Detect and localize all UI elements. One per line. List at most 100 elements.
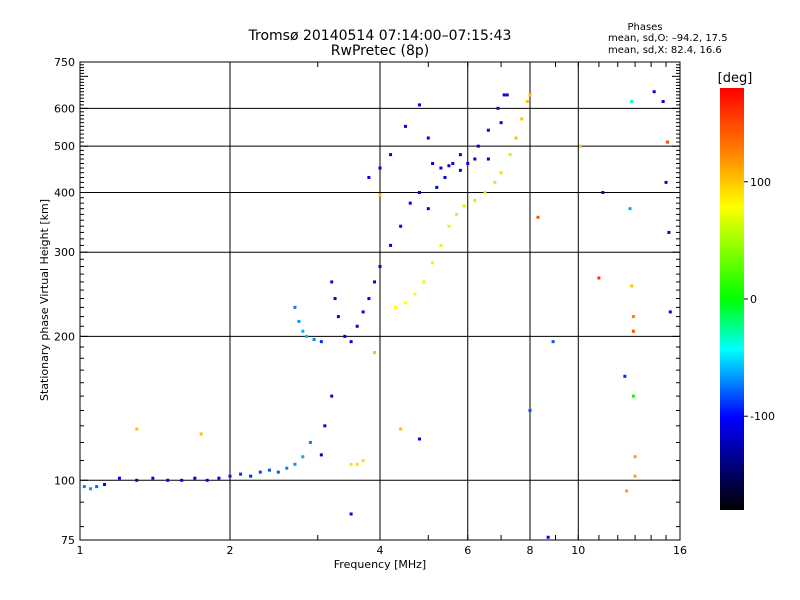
data-point	[630, 100, 634, 104]
x-tick-label: 1	[77, 544, 84, 557]
data-point	[486, 128, 490, 132]
data-point	[458, 153, 462, 157]
data-point	[508, 153, 512, 157]
data-point	[323, 424, 327, 428]
data-point	[205, 478, 209, 482]
data-point	[319, 340, 323, 344]
data-point	[312, 338, 316, 342]
data-point	[349, 512, 353, 516]
data-point	[652, 90, 656, 94]
phase-title: Phases	[627, 22, 662, 33]
data-point	[458, 168, 462, 172]
data-point	[417, 103, 421, 107]
data-point	[301, 329, 305, 333]
data-point	[514, 136, 518, 140]
chart-subtitle: RwPretec (8p)	[331, 43, 429, 59]
y-tick-label: 300	[54, 246, 75, 259]
x-tick-label: 6	[464, 544, 471, 557]
data-point	[336, 315, 340, 319]
data-point	[349, 340, 353, 344]
data-point	[399, 224, 403, 228]
phase-line-o: mean, sd,O: –94.2, 17.5	[608, 33, 728, 44]
data-point	[447, 224, 451, 228]
data-point	[483, 190, 487, 194]
data-point	[601, 190, 605, 194]
data-point	[417, 437, 421, 441]
x-tick-label: 8	[527, 544, 534, 557]
data-point	[417, 190, 421, 194]
data-point	[625, 489, 629, 493]
data-point	[228, 474, 232, 478]
data-point	[623, 374, 627, 378]
data-point	[536, 215, 540, 219]
data-point	[95, 485, 99, 489]
data-point	[319, 453, 323, 457]
data-point	[633, 455, 637, 459]
data-point	[367, 297, 371, 301]
chart-title: Tromsø 20140514 07:14:00–07:15:43	[248, 28, 512, 44]
data-point	[633, 474, 637, 478]
data-point	[258, 470, 262, 474]
data-point	[431, 161, 435, 165]
data-point	[422, 280, 426, 284]
data-point	[435, 185, 439, 189]
data-point	[664, 180, 668, 184]
x-axis: 1 2 4 6 8 10 16	[77, 62, 687, 557]
data-point	[297, 319, 301, 323]
data-point	[330, 280, 334, 284]
data-point	[455, 212, 459, 216]
colorbar-tick-label: 100	[750, 176, 771, 189]
data-point	[135, 478, 139, 482]
data-point	[447, 164, 451, 168]
data-point	[389, 243, 393, 247]
data-point	[443, 175, 447, 179]
y-tick-label: 100	[54, 474, 75, 487]
data-point	[305, 334, 309, 338]
data-point	[333, 297, 337, 301]
data-point	[308, 440, 312, 444]
data-point	[462, 204, 466, 208]
colorbar	[720, 88, 744, 510]
data-point	[285, 466, 289, 470]
data-point	[373, 351, 377, 355]
data-point	[473, 157, 477, 161]
data-point	[355, 462, 359, 466]
data-point	[180, 478, 184, 482]
data-point	[217, 476, 221, 480]
data-point	[330, 394, 334, 398]
data-point	[431, 261, 435, 265]
data-point	[249, 474, 253, 478]
data-point	[631, 329, 635, 333]
data-point	[239, 472, 243, 476]
x-tick-label: 2	[227, 544, 234, 557]
data-point	[439, 166, 443, 170]
data-point	[631, 394, 635, 398]
data-point	[631, 315, 635, 319]
data-point	[439, 243, 443, 247]
data-point	[630, 284, 634, 288]
data-point	[378, 265, 382, 269]
data-point	[493, 180, 497, 184]
data-point	[367, 175, 371, 179]
data-point	[667, 230, 671, 234]
data-point	[661, 100, 665, 104]
x-tick-label: 10	[571, 544, 585, 557]
data-point	[496, 106, 500, 110]
data-point	[628, 207, 632, 211]
data-point	[389, 153, 393, 157]
data-point	[166, 478, 170, 482]
data-point	[355, 324, 359, 328]
data-point	[466, 161, 470, 165]
data-point	[151, 476, 155, 480]
y-tick-label: 400	[54, 186, 75, 199]
data-point	[520, 117, 524, 121]
data-point	[82, 485, 86, 489]
data-point	[135, 427, 139, 431]
data-point	[597, 276, 601, 280]
data-point	[378, 166, 382, 170]
y-axis: 75 100 200 300 400 500 600 750	[54, 56, 680, 547]
data-point	[349, 462, 353, 466]
colorbar-ticks: 100 0 -100	[744, 176, 775, 423]
x-tick-label: 4	[377, 544, 384, 557]
